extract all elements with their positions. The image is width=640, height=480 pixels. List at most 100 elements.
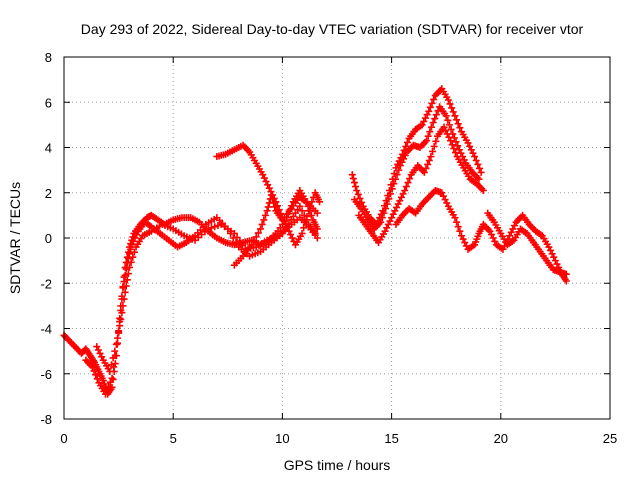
data-point-marker [126, 250, 134, 258]
data-point-marker [393, 203, 401, 211]
x-tick-label: 20 [494, 431, 508, 446]
data-point-marker [442, 127, 450, 135]
data-point-marker [261, 211, 269, 219]
data-point-marker [260, 216, 268, 224]
x-tick-label: 10 [275, 431, 289, 446]
x-axis-label: GPS time / hours [284, 457, 391, 473]
data-point-marker [204, 225, 212, 233]
data-point-marker [439, 192, 447, 200]
data-point-marker [429, 119, 437, 127]
data-point-marker [447, 137, 455, 145]
data-point-marker [248, 241, 256, 249]
data-point-marker [271, 203, 279, 211]
data-point-marker [127, 245, 135, 253]
data-point-marker [116, 322, 124, 330]
data-point-marker [100, 380, 108, 388]
data-point-marker [354, 190, 362, 198]
data-point-marker [93, 375, 101, 383]
data-point-marker [111, 347, 119, 355]
x-tick-label: 15 [384, 431, 398, 446]
data-point-marker [430, 95, 438, 103]
data-point-marker [420, 117, 428, 125]
data-point-marker [264, 203, 272, 211]
data-point-marker [453, 218, 461, 226]
data-point-marker [445, 121, 453, 129]
chart-title: Day 293 of 2022, Sidereal Day-to-day VTE… [81, 21, 584, 37]
data-point-marker [127, 258, 135, 266]
data-point-marker [350, 179, 358, 187]
data-point-marker [451, 214, 459, 222]
data-point-marker [454, 120, 462, 128]
data-point-marker [108, 374, 116, 382]
data-point-marker [466, 142, 474, 150]
y-tick-label: 6 [45, 95, 52, 110]
data-point-marker [423, 111, 431, 119]
data-point-marker [105, 382, 113, 390]
data-point-marker [117, 315, 125, 323]
data-point-marker [430, 142, 438, 150]
data-point-marker [391, 175, 399, 183]
data-point-marker [93, 343, 101, 351]
data-point-marker [451, 112, 459, 120]
data-point-marker [444, 96, 452, 104]
data-point-marker [232, 239, 240, 247]
data-point-marker [389, 210, 397, 218]
data-point-marker [230, 229, 238, 237]
data-point-marker [451, 149, 459, 157]
data-point-marker [214, 222, 222, 230]
data-point-marker [260, 174, 268, 182]
data-point-marker [395, 166, 403, 174]
data-point-marker [121, 288, 129, 296]
data-point-marker [431, 115, 439, 123]
y-tick-label: 4 [45, 141, 52, 156]
data-point-marker [130, 248, 138, 256]
data-point-marker [124, 270, 132, 278]
data-point-marker [396, 197, 404, 205]
data-point-marker [426, 103, 434, 111]
y-tick-label: -6 [40, 367, 52, 382]
data-point-marker [349, 175, 357, 183]
data-point-marker [551, 257, 559, 265]
data-point-marker [469, 149, 477, 157]
data-point-marker [432, 111, 440, 119]
data-point-marker [378, 214, 386, 222]
data-point-marker [264, 181, 272, 189]
data-point-marker [303, 213, 311, 221]
data-point-marker [118, 309, 126, 317]
data-point-marker [475, 175, 483, 183]
data-point-marker [424, 132, 432, 140]
data-point-marker [88, 363, 96, 371]
data-point-marker [422, 164, 430, 172]
data-point-marker [119, 302, 127, 310]
data-point-marker [510, 222, 518, 230]
data-point-marker [313, 234, 321, 242]
data-point-marker [428, 99, 436, 107]
data-point-marker [445, 133, 453, 141]
data-point-marker [424, 160, 432, 168]
series-arc-j [484, 209, 570, 278]
x-tick-label: 0 [60, 431, 67, 446]
data-point-marker [404, 179, 412, 187]
data-point-marker [387, 190, 395, 198]
data-point-marker [426, 128, 434, 136]
data-point-marker [425, 107, 433, 115]
data-point-marker [129, 253, 137, 261]
data-point-marker [207, 224, 215, 232]
data-point-marker [391, 207, 399, 215]
data-point-marker [99, 377, 107, 385]
data-point-marker [562, 270, 570, 278]
data-point-marker [562, 277, 570, 285]
data-point-marker [507, 228, 515, 236]
data-point-marker [491, 237, 499, 245]
data-point-marker [313, 209, 321, 217]
data-point-marker [472, 157, 480, 165]
data-point-marker [423, 137, 431, 145]
data-point-marker [394, 200, 402, 208]
data-point-marker [450, 145, 458, 153]
axis-ticks: 0 5 10 15 20 25 -8 -6 -4 -2 0 2 4 6 8 [40, 50, 617, 446]
data-point-marker [447, 125, 455, 133]
data-point-marker [296, 202, 304, 210]
data-point-marker [420, 168, 428, 176]
data-point-marker [348, 171, 356, 179]
